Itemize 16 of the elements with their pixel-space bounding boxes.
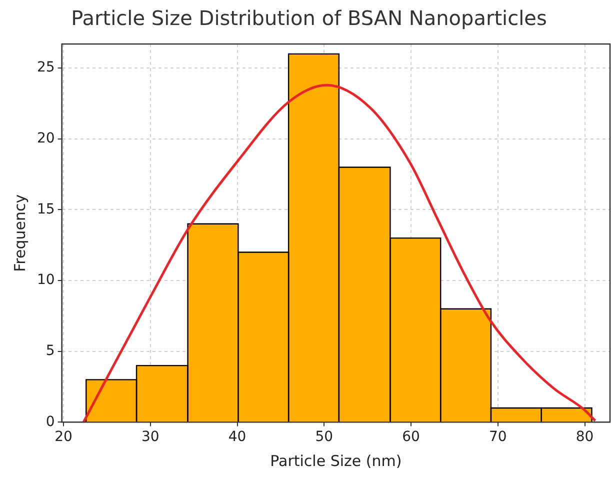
y-tick-label: 5 (46, 343, 55, 360)
x-axis-title: Particle Size (nm) (270, 452, 402, 470)
line-series (82, 84, 596, 422)
x-tick-label: 80 (576, 429, 594, 446)
x-tick-label: 60 (402, 429, 420, 446)
y-tick-label: 15 (36, 201, 55, 218)
y-axis-title: Frequency (10, 194, 29, 272)
y-tick-label: 0 (46, 414, 55, 430)
y-tick-label: 10 (36, 272, 55, 288)
y-tick-label: 20 (36, 130, 55, 147)
x-tick-label: 70 (489, 429, 507, 446)
chart-title: Particle Size Distribution of BSAN Nanoparticles (71, 6, 547, 30)
x-tick-label: 40 (228, 429, 246, 446)
x-tick-label: 50 (315, 429, 334, 446)
x-tick-label: 30 (142, 429, 160, 446)
y-tick-label: 25 (36, 60, 55, 76)
